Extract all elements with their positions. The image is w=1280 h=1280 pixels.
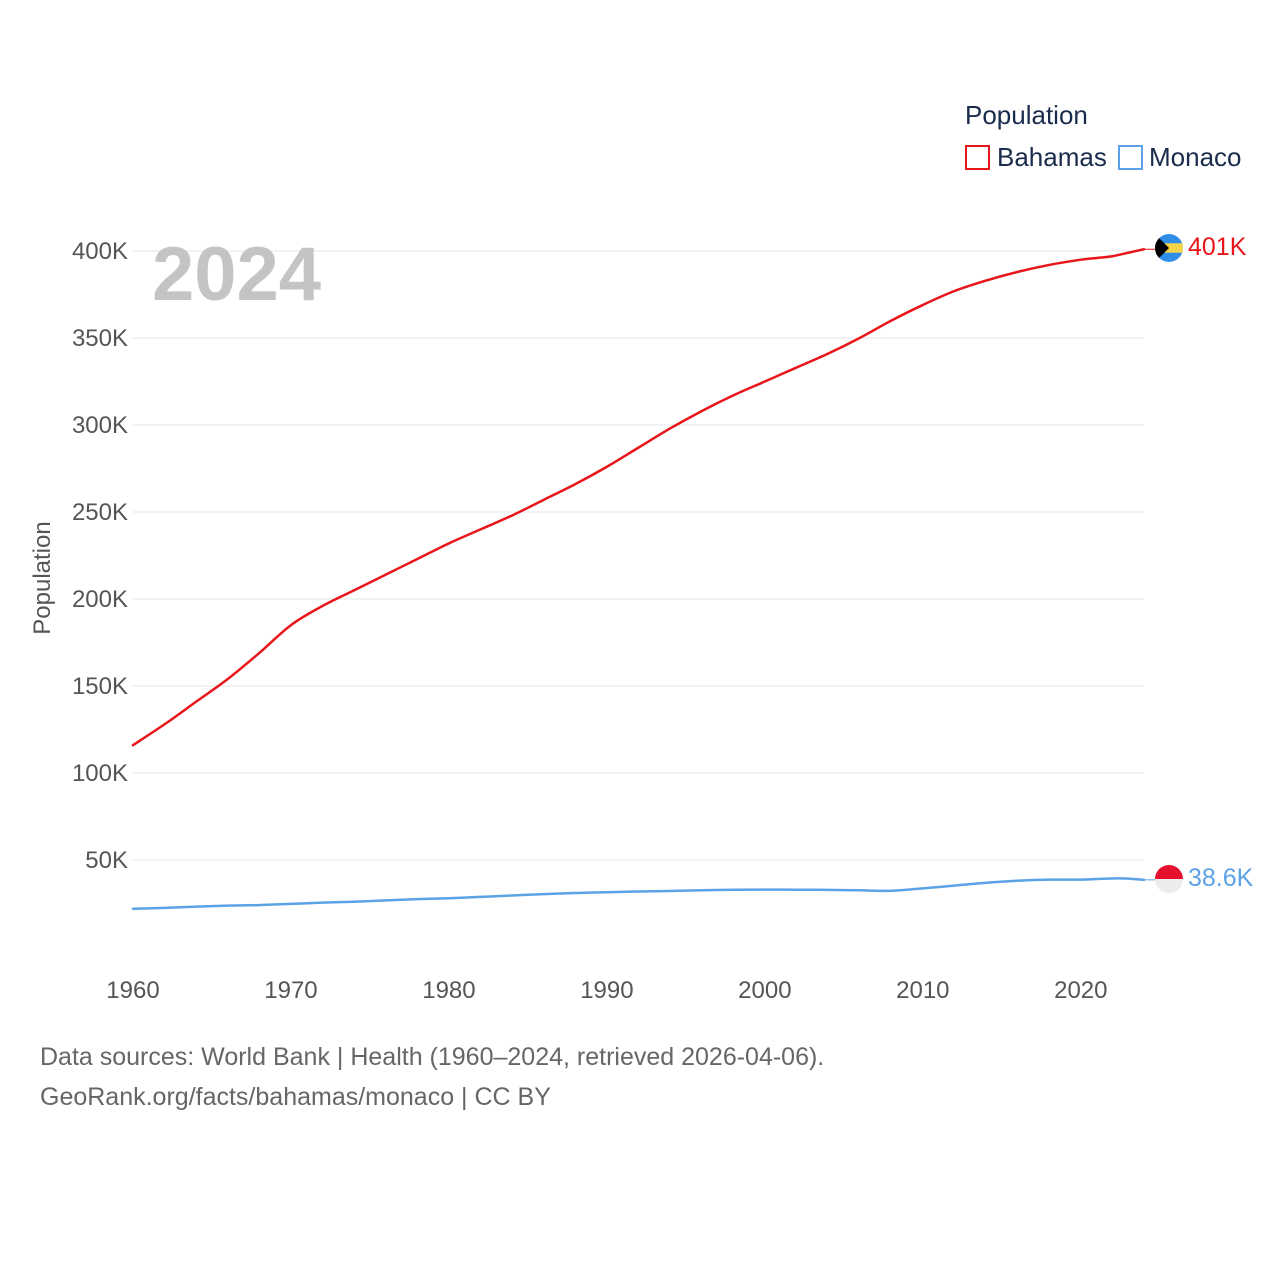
series-layer xyxy=(131,248,1155,910)
legend-swatch-monaco xyxy=(1118,145,1143,170)
y-tick-label: 100K xyxy=(72,760,128,787)
monaco-end-label: 38.6K xyxy=(1188,864,1254,892)
footer-sources: Data sources: World Bank | Health (1960–… xyxy=(40,1043,825,1071)
y-tick-label: 350K xyxy=(72,325,128,352)
legend-swatch-bahamas xyxy=(965,145,990,170)
footer-attribution: GeoRank.org/facts/bahamas/monaco | CC BY xyxy=(40,1083,551,1111)
legend-label-bahamas: Bahamas xyxy=(997,142,1107,172)
bahamas-end-label: 401K xyxy=(1188,233,1247,261)
y-tick-label: 300K xyxy=(72,412,128,439)
y-tick-label: 200K xyxy=(72,586,128,613)
x-tick-label: 2000 xyxy=(738,977,791,1004)
y-axis-ticks: 50K 100K 150K 200K 250K 300K 350K 400K xyxy=(72,238,128,874)
y-tick-label: 150K xyxy=(72,673,128,700)
x-tick-label: 1960 xyxy=(106,977,159,1004)
y-axis-title: Population xyxy=(29,521,56,634)
legend-title: Population xyxy=(965,100,1088,130)
x-tick-label: 2020 xyxy=(1054,977,1107,1004)
x-tick-label: 1970 xyxy=(264,977,317,1004)
grid-lines xyxy=(133,250,1144,861)
x-tick-label: 1980 xyxy=(422,977,475,1004)
legend-item-monaco[interactable]: Monaco xyxy=(1118,142,1242,172)
legend-item-bahamas[interactable]: Bahamas xyxy=(965,142,1107,172)
y-tick-label: 250K xyxy=(72,499,128,526)
legend: Population Bahamas Monaco xyxy=(965,100,1242,172)
legend-label-monaco: Monaco xyxy=(1149,142,1242,172)
y-tick-label: 400K xyxy=(72,238,128,265)
year-label: 2024 xyxy=(152,232,321,317)
monaco-flag-icon xyxy=(1155,865,1183,893)
x-tick-label: 2010 xyxy=(896,977,949,1004)
y-tick-label: 50K xyxy=(85,847,128,874)
bahamas-flag-icon xyxy=(1155,234,1183,262)
series-line-bahamas xyxy=(131,248,1146,747)
x-axis-ticks: 1960 1970 1980 1990 2000 2010 2020 xyxy=(106,977,1107,1004)
series-line-monaco xyxy=(131,877,1146,910)
x-tick-label: 1990 xyxy=(580,977,633,1004)
